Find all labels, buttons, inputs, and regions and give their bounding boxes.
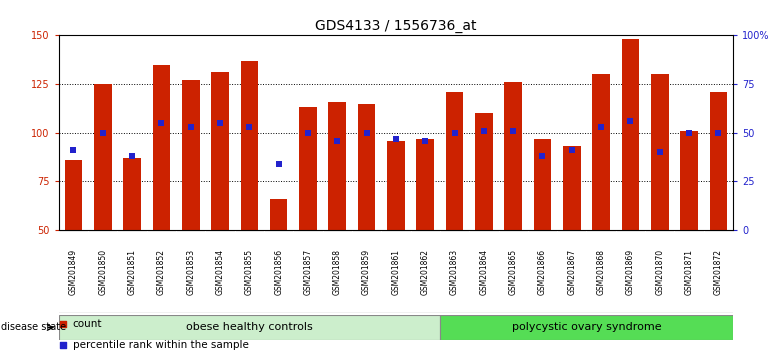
Bar [440,315,733,340]
Point [683,130,695,136]
Point [448,130,461,136]
Bar [270,199,288,230]
Bar [475,113,492,230]
Point [214,120,227,126]
Point [56,342,69,348]
Point [243,124,256,130]
Point [125,153,138,159]
Point [302,130,314,136]
Text: GSM201858: GSM201858 [332,249,342,295]
Point [419,138,431,143]
Text: count: count [72,319,102,329]
Text: GSM201865: GSM201865 [509,249,517,295]
Bar [328,102,346,230]
Text: GSM201863: GSM201863 [450,249,459,295]
Point [507,128,520,133]
Point [56,321,69,327]
Text: percentile rank within the sample: percentile rank within the sample [72,340,249,350]
Text: GSM201868: GSM201868 [597,249,605,295]
Text: polycystic ovary syndrome: polycystic ovary syndrome [512,322,661,332]
Bar [123,158,141,230]
Bar [563,147,581,230]
Point [536,153,549,159]
Bar [622,39,639,230]
Bar [153,64,170,230]
Text: GSM201872: GSM201872 [714,249,723,295]
Point [477,128,490,133]
Text: GSM201852: GSM201852 [157,249,166,295]
Bar [299,107,317,230]
Point [595,124,608,130]
Text: GSM201870: GSM201870 [655,249,664,295]
Text: GSM201856: GSM201856 [274,249,283,295]
Bar [446,92,463,230]
Point [624,118,637,124]
Text: GSM201864: GSM201864 [479,249,488,295]
Bar [681,131,698,230]
Point [390,136,402,142]
Point [67,147,80,153]
Text: GSM201851: GSM201851 [128,249,136,295]
Text: GSM201855: GSM201855 [245,249,254,295]
Text: GSM201853: GSM201853 [187,249,195,295]
Bar [182,80,199,230]
Point [654,149,666,155]
Title: GDS4133 / 1556736_at: GDS4133 / 1556736_at [315,19,477,33]
Text: GSM201857: GSM201857 [303,249,313,295]
Text: GSM201862: GSM201862 [421,249,430,295]
Text: GSM201859: GSM201859 [362,249,371,295]
Bar [534,138,551,230]
Point [712,130,724,136]
Point [272,161,285,167]
Bar [211,72,229,230]
Bar [94,84,111,230]
Point [96,130,109,136]
Bar [651,74,669,230]
Text: GSM201867: GSM201867 [568,249,576,295]
Text: disease state: disease state [1,322,66,332]
Point [184,124,197,130]
Point [361,130,373,136]
Text: obese healthy controls: obese healthy controls [186,322,313,332]
Text: GSM201854: GSM201854 [216,249,224,295]
Bar [387,141,405,230]
Text: GSM201866: GSM201866 [538,249,547,295]
Text: GSM201871: GSM201871 [684,249,694,295]
Bar [504,82,522,230]
Point [155,120,168,126]
Bar [358,103,376,230]
Bar [241,61,258,230]
Text: GSM201849: GSM201849 [69,249,78,295]
Text: GSM201861: GSM201861 [391,249,401,295]
Bar [64,160,82,230]
Bar [593,74,610,230]
Bar [416,138,434,230]
Bar [710,92,728,230]
Bar [59,315,440,340]
Point [565,147,578,153]
Text: GSM201869: GSM201869 [626,249,635,295]
Point [331,138,343,143]
Text: GSM201850: GSM201850 [98,249,107,295]
